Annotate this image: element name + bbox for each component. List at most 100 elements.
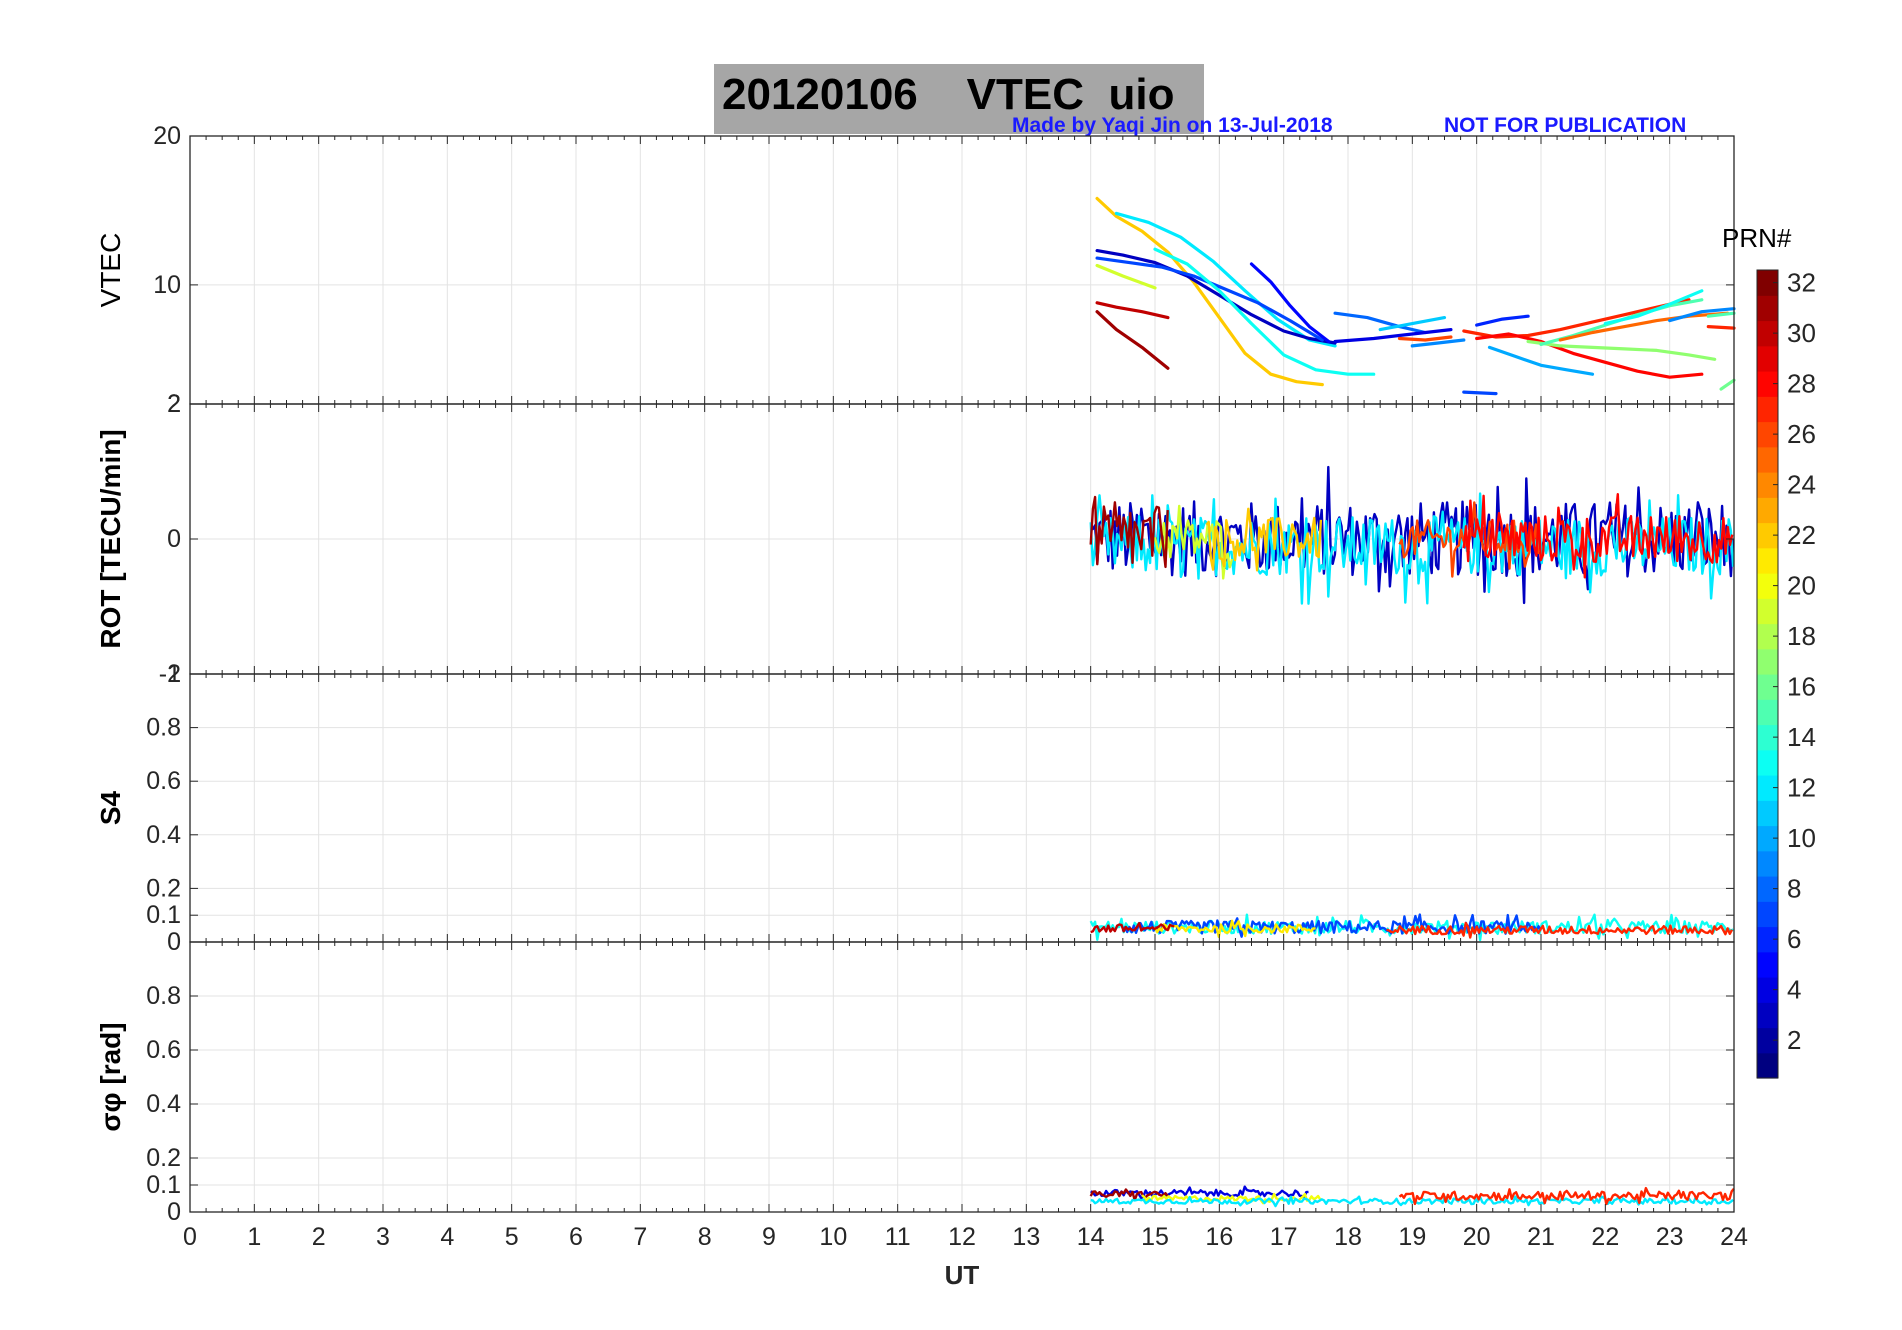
x-tick-label: 19 [1398,1223,1426,1251]
colorbar-tick-label: 4 [1787,975,1801,1005]
vtec-series-prn-5 [1249,262,1331,344]
y-tick-label: 0 [167,1198,181,1226]
y-axis-label: VTEC [95,233,126,308]
x-tick-label: 10 [819,1223,847,1251]
vtec-series-prn-19 [1095,263,1157,290]
colorbar-swatch [1757,371,1778,397]
vtec-series-prn-30 [1095,301,1170,320]
vtec-series-prn-17 [1526,339,1717,361]
colorbar-tick-label: 26 [1787,419,1816,449]
y-tick-label: 0.8 [146,982,181,1010]
vtec-series-prn-27 [1706,325,1736,330]
x-tick-label: 14 [1077,1223,1105,1251]
y-tick-label: 0.2 [146,1144,181,1172]
vtec-series-prn-4 [1333,328,1453,344]
vtec-series-prn-13 [1153,247,1376,376]
vtec-series-prn-15 [1706,311,1736,318]
vtec-series-prn-8 [1333,311,1427,335]
figure-title: 20120106 VTEC uio [722,70,1175,119]
colorbar-swatch [1757,345,1778,372]
band-prn-27 [1386,921,1734,939]
y-axis-label: σφ [rad] [95,1022,126,1131]
vtec-series-prn-26 [1397,335,1453,342]
credit-notice: NOT FOR PUBLICATION [1444,114,1687,137]
x-tick-label: 7 [633,1223,647,1251]
band-prn-28 [1462,493,1734,579]
y-axis-label: ROT [TECU/min] [95,429,126,648]
x-tick-label: 22 [1591,1223,1619,1251]
vtec-series-prn-22 [1095,196,1324,387]
colorbar-swatch [1757,573,1778,599]
colorbar-swatch [1757,295,1778,322]
x-tick-label: 9 [762,1223,776,1251]
x-tick-label: 20 [1463,1223,1491,1251]
x-tick-label: 1 [247,1223,261,1251]
colorbar-swatch [1757,472,1778,498]
panel-sigma-phi: 00.10.2 0.4 0.6 0.8 σφ [rad] [95,941,1735,1226]
y-tick-label: 0.6 [146,1036,181,1064]
x-tick-label: 13 [1012,1223,1040,1251]
colorbar-swatch [1757,876,1778,902]
x-tick-label: 4 [440,1223,454,1251]
colorbar-swatch [1757,648,1778,675]
colorbar-tick-label: 22 [1787,520,1816,550]
x-tick-label: 23 [1656,1223,1684,1251]
colorbar-swatch [1757,724,1778,751]
colorbar-tick-label: 8 [1787,874,1801,904]
y-tick-label: 20 [153,122,181,150]
y-tick-label: 0.6 [146,767,181,795]
y-tick-label: 0.1 [146,1171,181,1199]
colorbar-swatch [1757,522,1778,549]
title-background [714,64,1204,134]
panel-vtec: 2 10 20 VTEC [95,122,1736,418]
x-axis-label: UT [945,1260,980,1290]
colorbar-tick-label: 20 [1787,571,1816,601]
colorbar-swatch [1757,800,1778,827]
band-prn-31 [1089,1188,1169,1202]
x-tick-label: 3 [376,1223,390,1251]
vtec-series-prn-28 [1475,332,1704,379]
colorbar-swatch [1757,1027,1778,1054]
x-tick-label: 2 [312,1223,326,1251]
colorbar-swatch [1757,421,1778,448]
colorbar-swatch [1757,1002,1778,1029]
y-tick-label: 0 [167,525,181,553]
band-prn-21 [1153,919,1316,939]
colorbar-swatch [1757,699,1778,726]
colorbar-swatch [1757,270,1778,296]
colorbar-tick-label: 12 [1787,773,1816,803]
y-tick-label: 10 [153,271,181,299]
credit-author: Made by Yaqi Jin on 13-Jul-2018 [1012,114,1333,137]
vtec-series-prn-6 [1475,314,1530,327]
y-tick-label: 0.4 [146,1090,181,1118]
colorbar-label: PRN# [1722,223,1792,253]
y-axis-label: S4 [95,790,126,825]
colorbar-tick-label: 24 [1787,470,1816,500]
y-tick-label: 0 [167,928,181,956]
panel-rot: -2 0 2 ROT [TECU/min] [95,390,1735,688]
colorbar-swatch [1757,1052,1778,1079]
band-prn-7 [1121,913,1542,938]
x-tick-label: 17 [1270,1223,1298,1251]
x-tick-label: 5 [505,1223,519,1251]
colorbar-tick-label: 14 [1787,722,1816,752]
colorbar-swatch [1757,775,1778,801]
colorbar-tick-label: 18 [1787,621,1816,651]
y-tick-label: 0.1 [146,901,181,929]
vtec-series-prn-25 [1558,311,1730,342]
x-tick-label: 18 [1334,1223,1362,1251]
vtec-series-prn-31 [1095,310,1170,370]
colorbar-swatch [1757,674,1778,700]
colorbar-swatch [1757,850,1778,877]
band-prn-12 [1090,1195,1734,1208]
colorbar-tick-label: 30 [1787,318,1816,348]
y-tick-label: 1 [167,660,181,688]
colorbar-swatch [1757,977,1778,1003]
x-tick-label: 16 [1205,1223,1233,1251]
vtec-series-prn-3 [1095,249,1337,345]
colorbar-tick-label: 32 [1787,268,1816,298]
colorbar-swatch [1757,598,1778,625]
band-prn-31 [1089,495,1169,569]
